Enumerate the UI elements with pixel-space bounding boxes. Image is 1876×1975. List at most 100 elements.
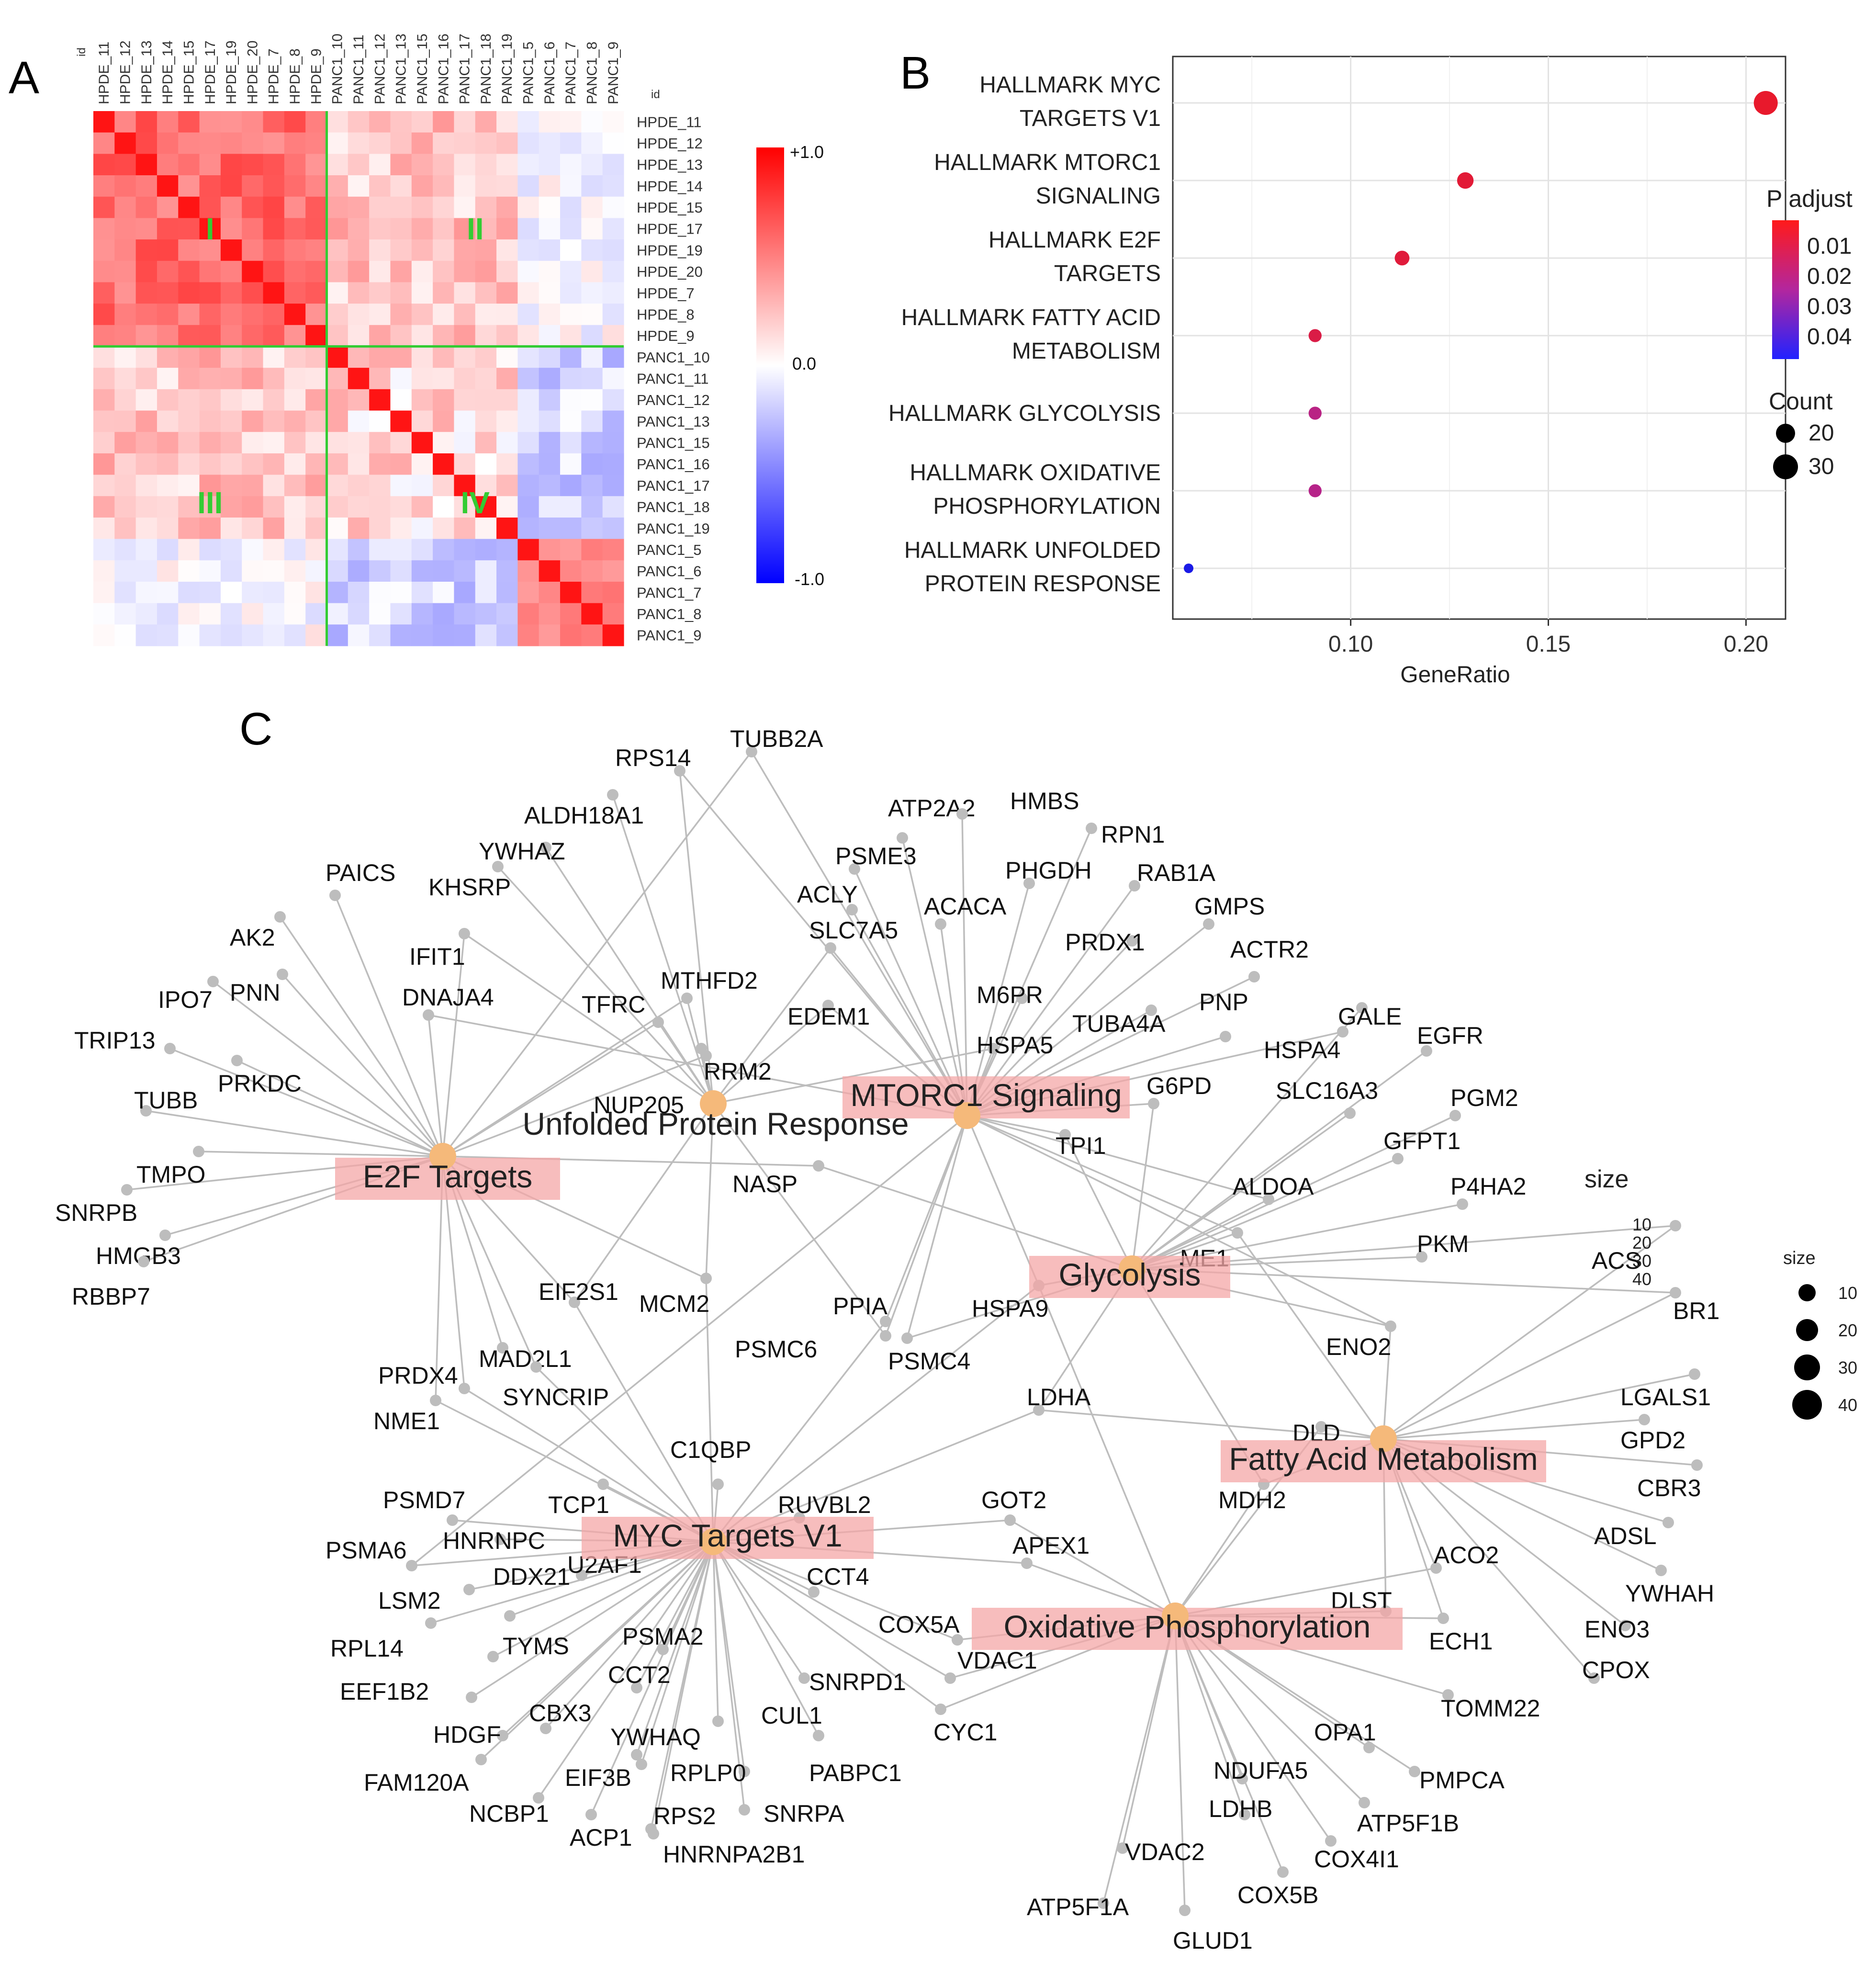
gene-node	[944, 1672, 956, 1684]
hub-label: Fatty Acid Metabolism	[1229, 1441, 1538, 1477]
heatmap-cell	[433, 260, 455, 283]
heatmap-cell	[326, 389, 348, 411]
gene-node	[121, 1184, 133, 1196]
heatmap-cell	[433, 603, 455, 625]
heatmap-cell	[305, 474, 327, 497]
heatmap-cell	[602, 474, 624, 497]
heatmap-cell	[539, 260, 561, 283]
heatmap-cell	[390, 260, 412, 283]
gene-label: RPS2	[653, 1803, 716, 1829]
dotplot-term-label: PHOSPHORYLATION	[933, 494, 1161, 519]
heatmap-cell	[433, 196, 455, 218]
heatmap-cell	[157, 260, 179, 283]
heatmap-cell	[348, 111, 370, 133]
heatmap-cell	[178, 368, 200, 390]
heatmap-cell	[242, 346, 264, 368]
heatmap-cell	[348, 453, 370, 475]
gene-label: PSMA6	[326, 1537, 407, 1564]
heatmap-cell	[114, 111, 136, 133]
gene-label: FAM120A	[364, 1769, 469, 1796]
heatmap-cell	[539, 368, 561, 390]
heatmap-cell	[305, 581, 327, 604]
heatmap-cell	[348, 581, 370, 604]
heatmap-cell	[581, 175, 603, 197]
heatmap-cell	[114, 154, 136, 176]
heatmap-cell	[369, 304, 391, 326]
gene-label: GALE	[1338, 1003, 1402, 1030]
heatmap-cell	[93, 432, 115, 454]
heatmap-cell	[263, 517, 285, 540]
heatmap-cell	[454, 196, 476, 218]
gene-label: RPL14	[330, 1635, 404, 1662]
gene-label: TUBB2A	[730, 725, 823, 752]
heatmap-cell	[433, 239, 455, 261]
gene-label: ACLY	[797, 881, 858, 908]
heatmap-cell	[242, 496, 264, 518]
heatmap-cell	[157, 218, 179, 240]
heatmap-cell	[411, 368, 433, 390]
gene-node	[1126, 935, 1138, 947]
heatmap-cell	[475, 410, 497, 432]
heatmap-row-label: PANC1_12	[637, 392, 710, 408]
heatmap-cell	[178, 496, 200, 518]
heatmap-cell	[178, 560, 200, 582]
hub-node	[700, 1528, 727, 1555]
heatmap-cell	[433, 132, 455, 154]
gene-label: CBX3	[529, 1700, 592, 1727]
gene-node	[423, 1009, 434, 1021]
gene-node	[808, 1586, 820, 1598]
gene-node	[140, 1105, 152, 1117]
heatmap-cell	[539, 132, 561, 154]
gene-node	[813, 1160, 824, 1172]
heatmap-cell	[93, 239, 115, 261]
gene-node	[540, 842, 551, 853]
heatmap-cell	[581, 560, 603, 582]
network-edge	[966, 828, 1092, 1116]
heatmap-cell	[390, 453, 412, 475]
heatmap-cell	[326, 474, 348, 497]
gene-node	[712, 1715, 724, 1727]
heatmap-cell	[411, 474, 433, 497]
heatmap-cell	[220, 389, 242, 411]
heatmap-cell	[157, 304, 179, 326]
network-size-legend-label: 30	[1632, 1251, 1651, 1271]
heatmap-cell	[178, 346, 200, 368]
heatmap-cell	[284, 496, 306, 518]
heatmap-row-label: HPDE_8	[637, 306, 695, 323]
heatmap-cell	[263, 368, 285, 390]
heatmap-cell	[199, 239, 221, 261]
gene-node	[274, 911, 286, 923]
heatmap-cell	[263, 260, 285, 283]
heatmap-cell	[539, 325, 561, 347]
heatmap-cell	[411, 410, 433, 432]
heatmap-cell	[114, 368, 136, 390]
heatmap-cell	[199, 432, 221, 454]
gene-node	[466, 1692, 477, 1703]
network-size-legend-label: 40	[1838, 1395, 1857, 1415]
network-edge	[1131, 1112, 1351, 1270]
network-edge	[1174, 1484, 1265, 1616]
heatmap-cell	[220, 132, 242, 154]
p-adjust-legend-label: 0.04	[1807, 324, 1852, 350]
heatmap-row-label: HPDE_9	[637, 327, 695, 344]
gene-label: PSMA2	[622, 1623, 704, 1650]
heatmap-cell	[602, 132, 624, 154]
heatmap-column-label: PANC1_15	[415, 34, 430, 104]
heatmap-cell	[496, 132, 518, 154]
heatmap-cell	[581, 260, 603, 283]
heatmap-row-label: PANC1_5	[637, 542, 702, 558]
heatmap-cell	[496, 282, 518, 304]
heatmap-cell	[178, 282, 200, 304]
heatmap-cell	[114, 304, 136, 326]
dotplot-term-label: HALLMARK UNFOLDED	[904, 538, 1161, 563]
heatmap-cell	[496, 560, 518, 582]
network-size-legend-label: 20	[1838, 1320, 1857, 1340]
network-edge	[427, 1015, 444, 1157]
heatmap-cell	[517, 432, 539, 454]
heatmap-cell	[369, 432, 391, 454]
heatmap-cell	[305, 603, 327, 625]
heatmap-cell	[539, 432, 561, 454]
heatmap-cell	[496, 239, 518, 261]
heatmap-cell	[539, 581, 561, 604]
gene-label: LDHB	[1209, 1795, 1272, 1822]
